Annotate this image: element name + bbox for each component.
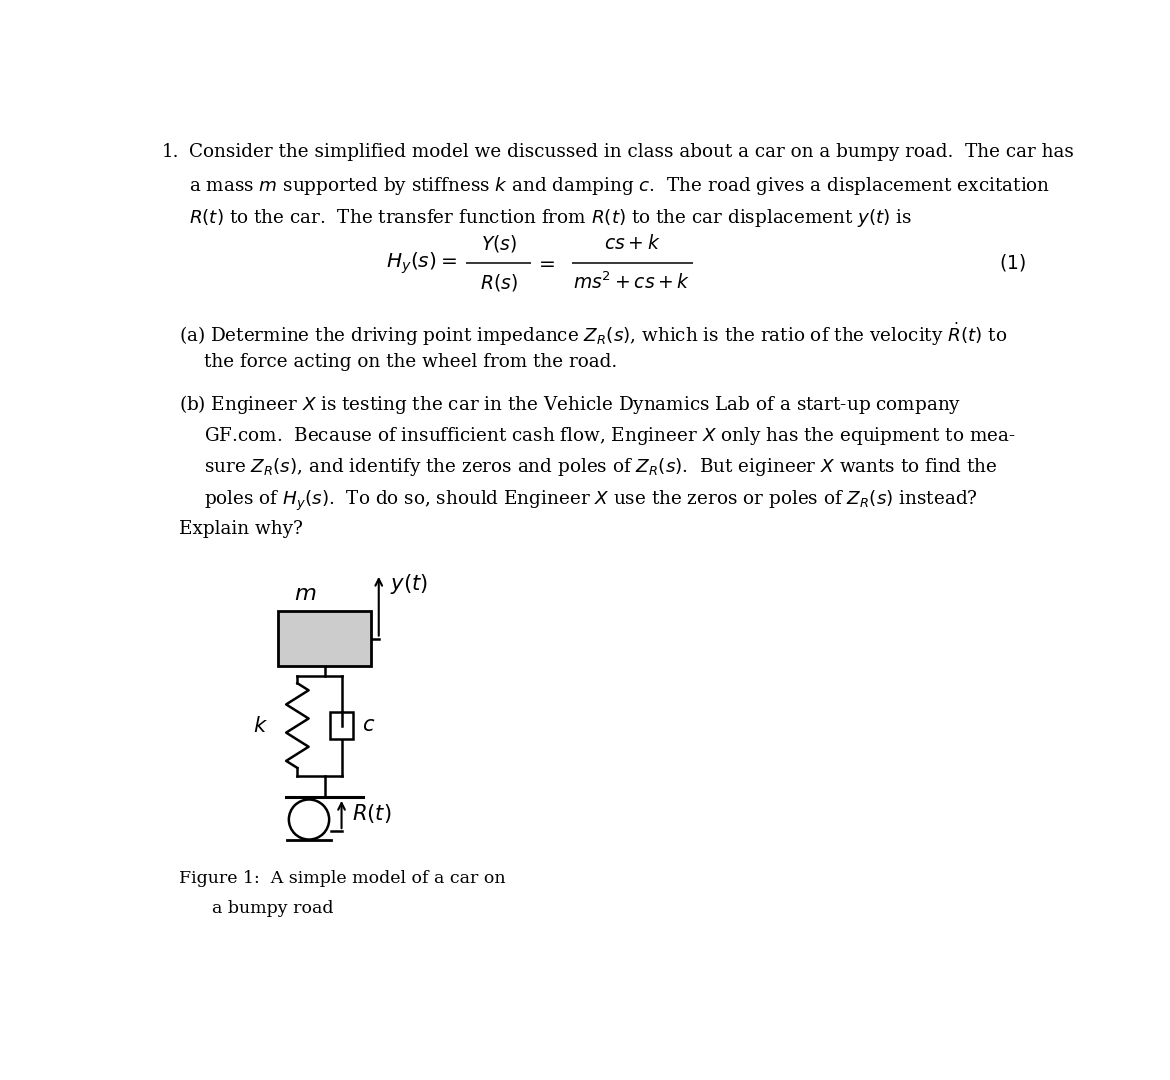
Text: poles of $H_y(s)$.  To do so, should Engineer $X$ use the zeros or poles of $Z_R: poles of $H_y(s)$. To do so, should Engi… — [205, 488, 978, 513]
Text: $R(t)$ to the car.  The transfer function from $R(t)$ to the car displacement $y: $R(t)$ to the car. The transfer function… — [188, 207, 913, 229]
Text: $y(t)$: $y(t)$ — [390, 572, 427, 596]
Text: 1.: 1. — [161, 144, 179, 162]
Text: $H_y(s) =$: $H_y(s) =$ — [386, 251, 457, 275]
Text: $Y(s)$: $Y(s)$ — [481, 232, 517, 254]
Text: $m$: $m$ — [294, 583, 316, 606]
Text: $c$: $c$ — [363, 716, 376, 735]
Text: sure $Z_R(s)$, and identify the zeros and poles of $Z_R(s)$.  But eigineer $X$ w: sure $Z_R(s)$, and identify the zeros an… — [205, 457, 998, 478]
Text: (b) Engineer $X$ is testing the car in the Vehicle Dynamics Lab of a start-up co: (b) Engineer $X$ is testing the car in t… — [179, 392, 961, 416]
Text: $cs + k$: $cs + k$ — [604, 233, 660, 253]
Text: a mass $m$ supported by stiffness $k$ and damping $c$.  The road gives a displac: a mass $m$ supported by stiffness $k$ an… — [188, 175, 1051, 198]
Text: $R(t)$: $R(t)$ — [352, 801, 392, 825]
Text: $ms^2 + cs + k$: $ms^2 + cs + k$ — [573, 272, 690, 293]
Text: $=$: $=$ — [535, 254, 556, 272]
Text: $(1)$: $(1)$ — [999, 253, 1026, 273]
Text: the force acting on the wheel from the road.: the force acting on the wheel from the r… — [205, 352, 618, 370]
Text: Consider the simplified model we discussed in class about a car on a bumpy road.: Consider the simplified model we discuss… — [188, 144, 1074, 162]
Text: (a) Determine the driving point impedance $Z_R(s)$, which is the ratio of the ve: (a) Determine the driving point impedanc… — [179, 321, 1007, 348]
Bar — [278, 611, 371, 666]
Text: $k$: $k$ — [253, 716, 268, 735]
Text: Figure 1:  A simple model of a car on: Figure 1: A simple model of a car on — [179, 870, 505, 888]
Circle shape — [289, 799, 329, 839]
Bar — [330, 712, 353, 740]
Text: GF.com.  Because of insufficient cash flow, Engineer $X$ only has the equipment : GF.com. Because of insufficient cash flo… — [205, 424, 1017, 446]
Text: $R(s)$: $R(s)$ — [480, 272, 518, 293]
Text: a bumpy road: a bumpy road — [212, 900, 333, 917]
Text: Explain why?: Explain why? — [179, 521, 303, 538]
